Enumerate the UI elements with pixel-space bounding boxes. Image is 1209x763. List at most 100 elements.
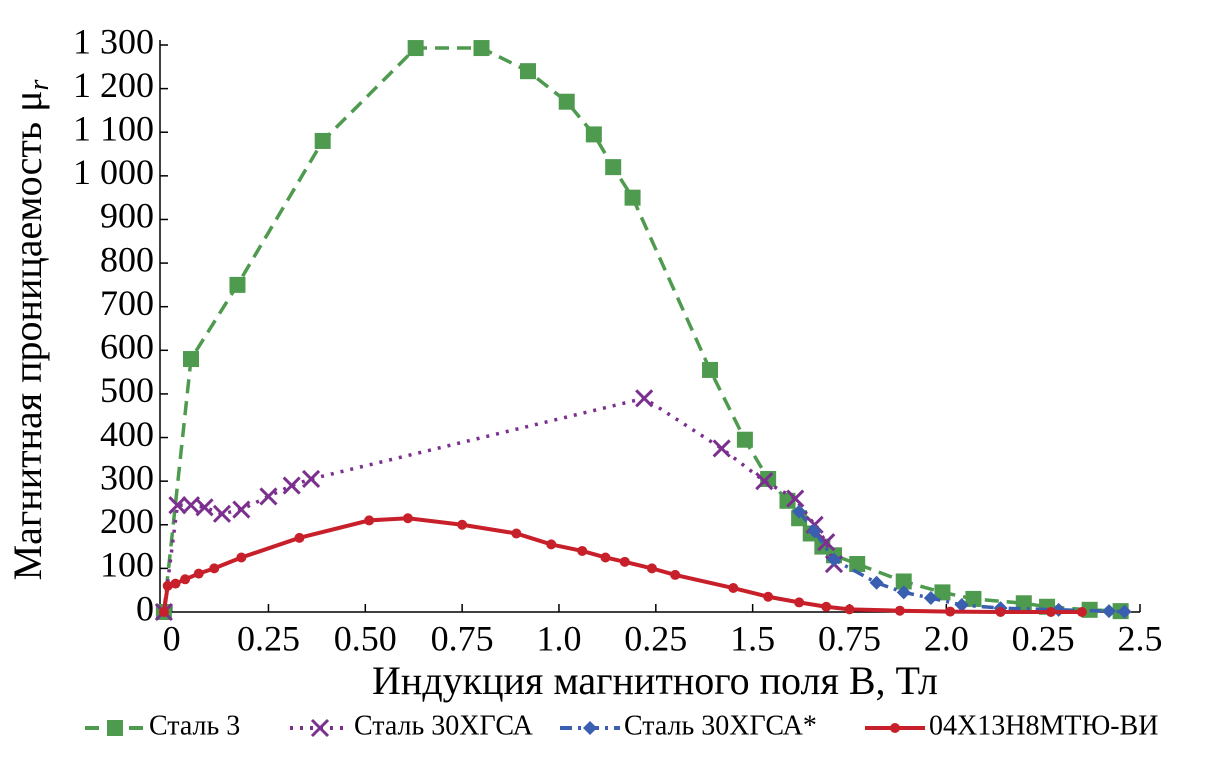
y-tick-label: 1 300 <box>73 21 154 61</box>
legend-marker <box>107 720 123 736</box>
marker <box>259 487 278 506</box>
marker <box>954 598 969 613</box>
y-tick-label: 700 <box>100 283 154 323</box>
marker <box>794 597 805 608</box>
marker <box>577 545 588 556</box>
marker <box>786 489 805 508</box>
x-axis-label: Индукция магнитного поля B, Тл <box>372 658 938 703</box>
marker <box>511 528 522 539</box>
marker <box>294 532 305 543</box>
marker <box>600 552 611 563</box>
marker <box>1045 607 1056 617</box>
marker <box>402 513 413 524</box>
y-tick-label: 600 <box>100 327 154 367</box>
marker <box>180 574 191 585</box>
marker <box>182 351 199 368</box>
legend-item: Сталь 30ХГСА* <box>560 710 817 741</box>
marker <box>619 556 630 567</box>
marker <box>849 556 866 573</box>
marker <box>934 584 951 601</box>
marker <box>817 533 836 552</box>
marker <box>894 605 905 616</box>
x-tick-label: 0.25 <box>624 618 687 658</box>
x-tick-label: 0.75 <box>431 618 494 658</box>
series-line <box>162 396 836 613</box>
legend-item: Сталь 3 <box>85 710 240 741</box>
marker <box>869 575 884 590</box>
y-axis-label-sub: r <box>24 79 55 90</box>
y-tick-label: 100 <box>100 545 154 585</box>
y-tick-label: 500 <box>100 370 154 410</box>
marker <box>965 590 982 607</box>
marker <box>212 504 232 523</box>
x-tick-label: 2.0 <box>924 618 969 658</box>
marker <box>232 500 251 519</box>
x-tick-label: 1.0 <box>536 618 581 658</box>
x-tick-label: 1.5 <box>730 618 775 658</box>
x-tick-label: 0.25 <box>237 618 300 658</box>
series-line <box>162 46 1121 613</box>
marker <box>635 389 654 408</box>
marker <box>646 563 657 574</box>
marker <box>624 189 641 206</box>
marker <box>162 580 173 591</box>
marker <box>895 573 912 590</box>
marker <box>945 606 956 617</box>
y-tick-label: 200 <box>100 501 154 541</box>
legend-marker <box>583 721 597 735</box>
marker <box>314 132 331 149</box>
x-tick-label: 0.25 <box>1012 618 1075 658</box>
marker <box>844 604 855 615</box>
marker <box>605 159 622 176</box>
marker <box>236 552 247 563</box>
series-line <box>161 516 1082 614</box>
marker <box>364 515 375 526</box>
marker <box>807 524 822 539</box>
x-tick-label: 0.75 <box>818 618 881 658</box>
marker <box>670 569 681 580</box>
y-axis-label: Магнитная проницаемость μr <box>5 79 55 580</box>
marker <box>1117 604 1132 619</box>
y-tick-label: 900 <box>100 196 154 236</box>
marker <box>792 504 807 519</box>
marker <box>763 591 774 602</box>
legend-item: 04Х13Н8МТЮ-ВИ <box>865 710 1158 741</box>
legend-item: Сталь 30ХГСА <box>290 710 534 741</box>
marker <box>702 361 719 378</box>
y-tick-label: 1 200 <box>73 65 154 105</box>
legend-label: 04Х13Н8МТЮ-ВИ <box>929 710 1158 741</box>
marker <box>558 93 575 110</box>
marker <box>728 583 739 594</box>
marker <box>826 552 841 567</box>
marker <box>407 40 424 57</box>
marker <box>457 519 468 530</box>
marker <box>736 431 753 448</box>
marker <box>193 568 204 579</box>
marker <box>195 498 214 517</box>
marker <box>229 276 246 293</box>
legend-marker <box>890 723 900 733</box>
marker <box>519 63 536 80</box>
marker <box>209 563 220 574</box>
y-tick-label: 400 <box>100 414 154 454</box>
marker <box>755 472 774 491</box>
marker <box>1076 607 1087 617</box>
marker <box>473 40 490 57</box>
legend-label: Сталь 3 <box>149 710 240 741</box>
marker <box>896 585 911 600</box>
marker <box>995 607 1006 617</box>
x-tick-label: 0 <box>163 618 181 658</box>
marker <box>302 469 321 489</box>
marker <box>1102 604 1117 619</box>
x-tick-label: 2.5 <box>1118 618 1163 658</box>
x-tick-label: 0.50 <box>334 618 397 658</box>
y-axis-label-main: Магнитная проницаемость μ <box>5 90 50 580</box>
marker <box>546 539 557 550</box>
marker <box>923 591 938 606</box>
legend-label: Сталь 30ХГСА* <box>624 710 817 741</box>
marker <box>282 476 301 495</box>
marker <box>585 126 602 143</box>
legend-marker <box>310 718 330 738</box>
y-tick-label: 1 100 <box>73 108 154 148</box>
